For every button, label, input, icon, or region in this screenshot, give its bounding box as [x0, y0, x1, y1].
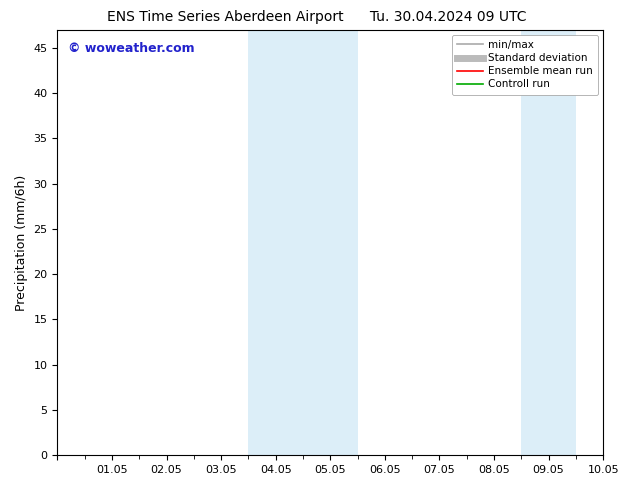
Text: © woweather.com: © woweather.com	[68, 43, 195, 55]
Bar	[521, 30, 576, 455]
Y-axis label: Precipitation (mm/6h): Precipitation (mm/6h)	[15, 174, 28, 311]
Bar	[249, 30, 303, 455]
Bar	[303, 30, 358, 455]
Legend: min/max, Standard deviation, Ensemble mean run, Controll run: min/max, Standard deviation, Ensemble me…	[451, 35, 598, 95]
Text: ENS Time Series Aberdeen Airport      Tu. 30.04.2024 09 UTC: ENS Time Series Aberdeen Airport Tu. 30.…	[107, 10, 527, 24]
